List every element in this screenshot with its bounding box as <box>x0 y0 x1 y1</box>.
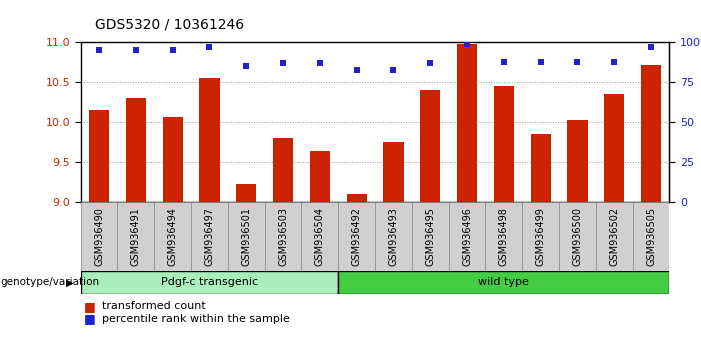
Text: transformed count: transformed count <box>102 301 205 311</box>
Text: GSM936494: GSM936494 <box>168 207 177 266</box>
Bar <box>265 202 301 271</box>
Point <box>204 45 215 50</box>
Bar <box>596 202 632 271</box>
Bar <box>531 134 551 202</box>
Bar <box>632 202 669 271</box>
Bar <box>228 202 265 271</box>
Bar <box>383 142 404 202</box>
Text: GSM936501: GSM936501 <box>241 207 251 266</box>
Bar <box>604 94 625 202</box>
Bar <box>301 202 338 271</box>
Bar <box>457 44 477 202</box>
Bar <box>81 202 118 271</box>
Bar <box>89 110 109 202</box>
Text: GSM936491: GSM936491 <box>131 207 141 266</box>
Text: genotype/variation: genotype/variation <box>1 277 100 287</box>
Text: GSM936495: GSM936495 <box>426 207 435 266</box>
Point <box>425 60 436 66</box>
Bar <box>641 65 661 202</box>
Text: GSM936493: GSM936493 <box>388 207 398 266</box>
Point <box>278 60 289 66</box>
Bar <box>338 202 375 271</box>
Bar <box>125 98 146 202</box>
Bar <box>81 271 338 294</box>
Text: GSM936499: GSM936499 <box>536 207 545 266</box>
Point <box>646 45 657 50</box>
Bar <box>199 78 219 202</box>
Bar <box>154 202 191 271</box>
Point <box>351 67 362 73</box>
Bar <box>567 120 587 202</box>
Text: GDS5320 / 10361246: GDS5320 / 10361246 <box>95 18 244 32</box>
Text: GSM936490: GSM936490 <box>94 207 104 266</box>
Bar <box>338 271 669 294</box>
Text: GSM936492: GSM936492 <box>352 207 362 266</box>
Point <box>461 41 472 47</box>
Bar <box>310 151 330 202</box>
Point <box>167 47 178 53</box>
Bar <box>375 202 412 271</box>
Text: ▶: ▶ <box>66 277 74 287</box>
Bar <box>191 202 228 271</box>
Bar <box>420 90 440 202</box>
Text: wild type: wild type <box>478 277 529 287</box>
Point <box>572 59 583 64</box>
Text: GSM936500: GSM936500 <box>573 207 583 266</box>
Point <box>240 64 252 69</box>
Text: GSM936497: GSM936497 <box>205 207 215 266</box>
Bar <box>494 86 514 202</box>
Point <box>498 59 510 64</box>
Bar <box>236 184 257 202</box>
Point <box>314 60 325 66</box>
Bar <box>449 202 485 271</box>
Text: ■: ■ <box>84 300 96 313</box>
Text: percentile rank within the sample: percentile rank within the sample <box>102 314 290 324</box>
Text: GSM936502: GSM936502 <box>609 207 619 267</box>
Bar <box>485 202 522 271</box>
Bar <box>559 202 596 271</box>
Bar <box>522 202 559 271</box>
Text: Pdgf-c transgenic: Pdgf-c transgenic <box>161 277 258 287</box>
Point <box>388 67 399 73</box>
Text: GSM936498: GSM936498 <box>499 207 509 266</box>
Text: GSM936505: GSM936505 <box>646 207 656 267</box>
Text: GSM936503: GSM936503 <box>278 207 288 266</box>
Bar <box>346 194 367 202</box>
Bar <box>412 202 449 271</box>
Bar <box>273 138 293 202</box>
Text: GSM936496: GSM936496 <box>462 207 472 266</box>
Point <box>535 59 546 64</box>
Point <box>130 47 142 53</box>
Point <box>93 47 104 53</box>
Text: ■: ■ <box>84 312 96 325</box>
Bar <box>163 116 183 202</box>
Bar <box>118 202 154 271</box>
Text: GSM936504: GSM936504 <box>315 207 325 266</box>
Point <box>608 59 620 64</box>
